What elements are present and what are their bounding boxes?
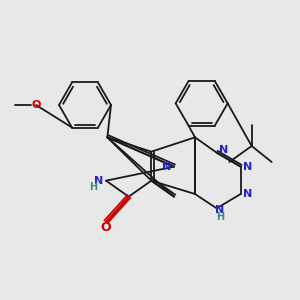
Text: N: N	[162, 162, 171, 172]
Text: N: N	[94, 176, 103, 186]
Text: O: O	[31, 100, 41, 110]
Text: N: N	[215, 205, 225, 215]
Text: O: O	[101, 221, 111, 234]
Text: N: N	[243, 189, 253, 199]
Text: H: H	[216, 212, 224, 222]
Text: H: H	[89, 182, 98, 192]
Text: N: N	[243, 162, 253, 172]
Text: N: N	[219, 145, 228, 155]
